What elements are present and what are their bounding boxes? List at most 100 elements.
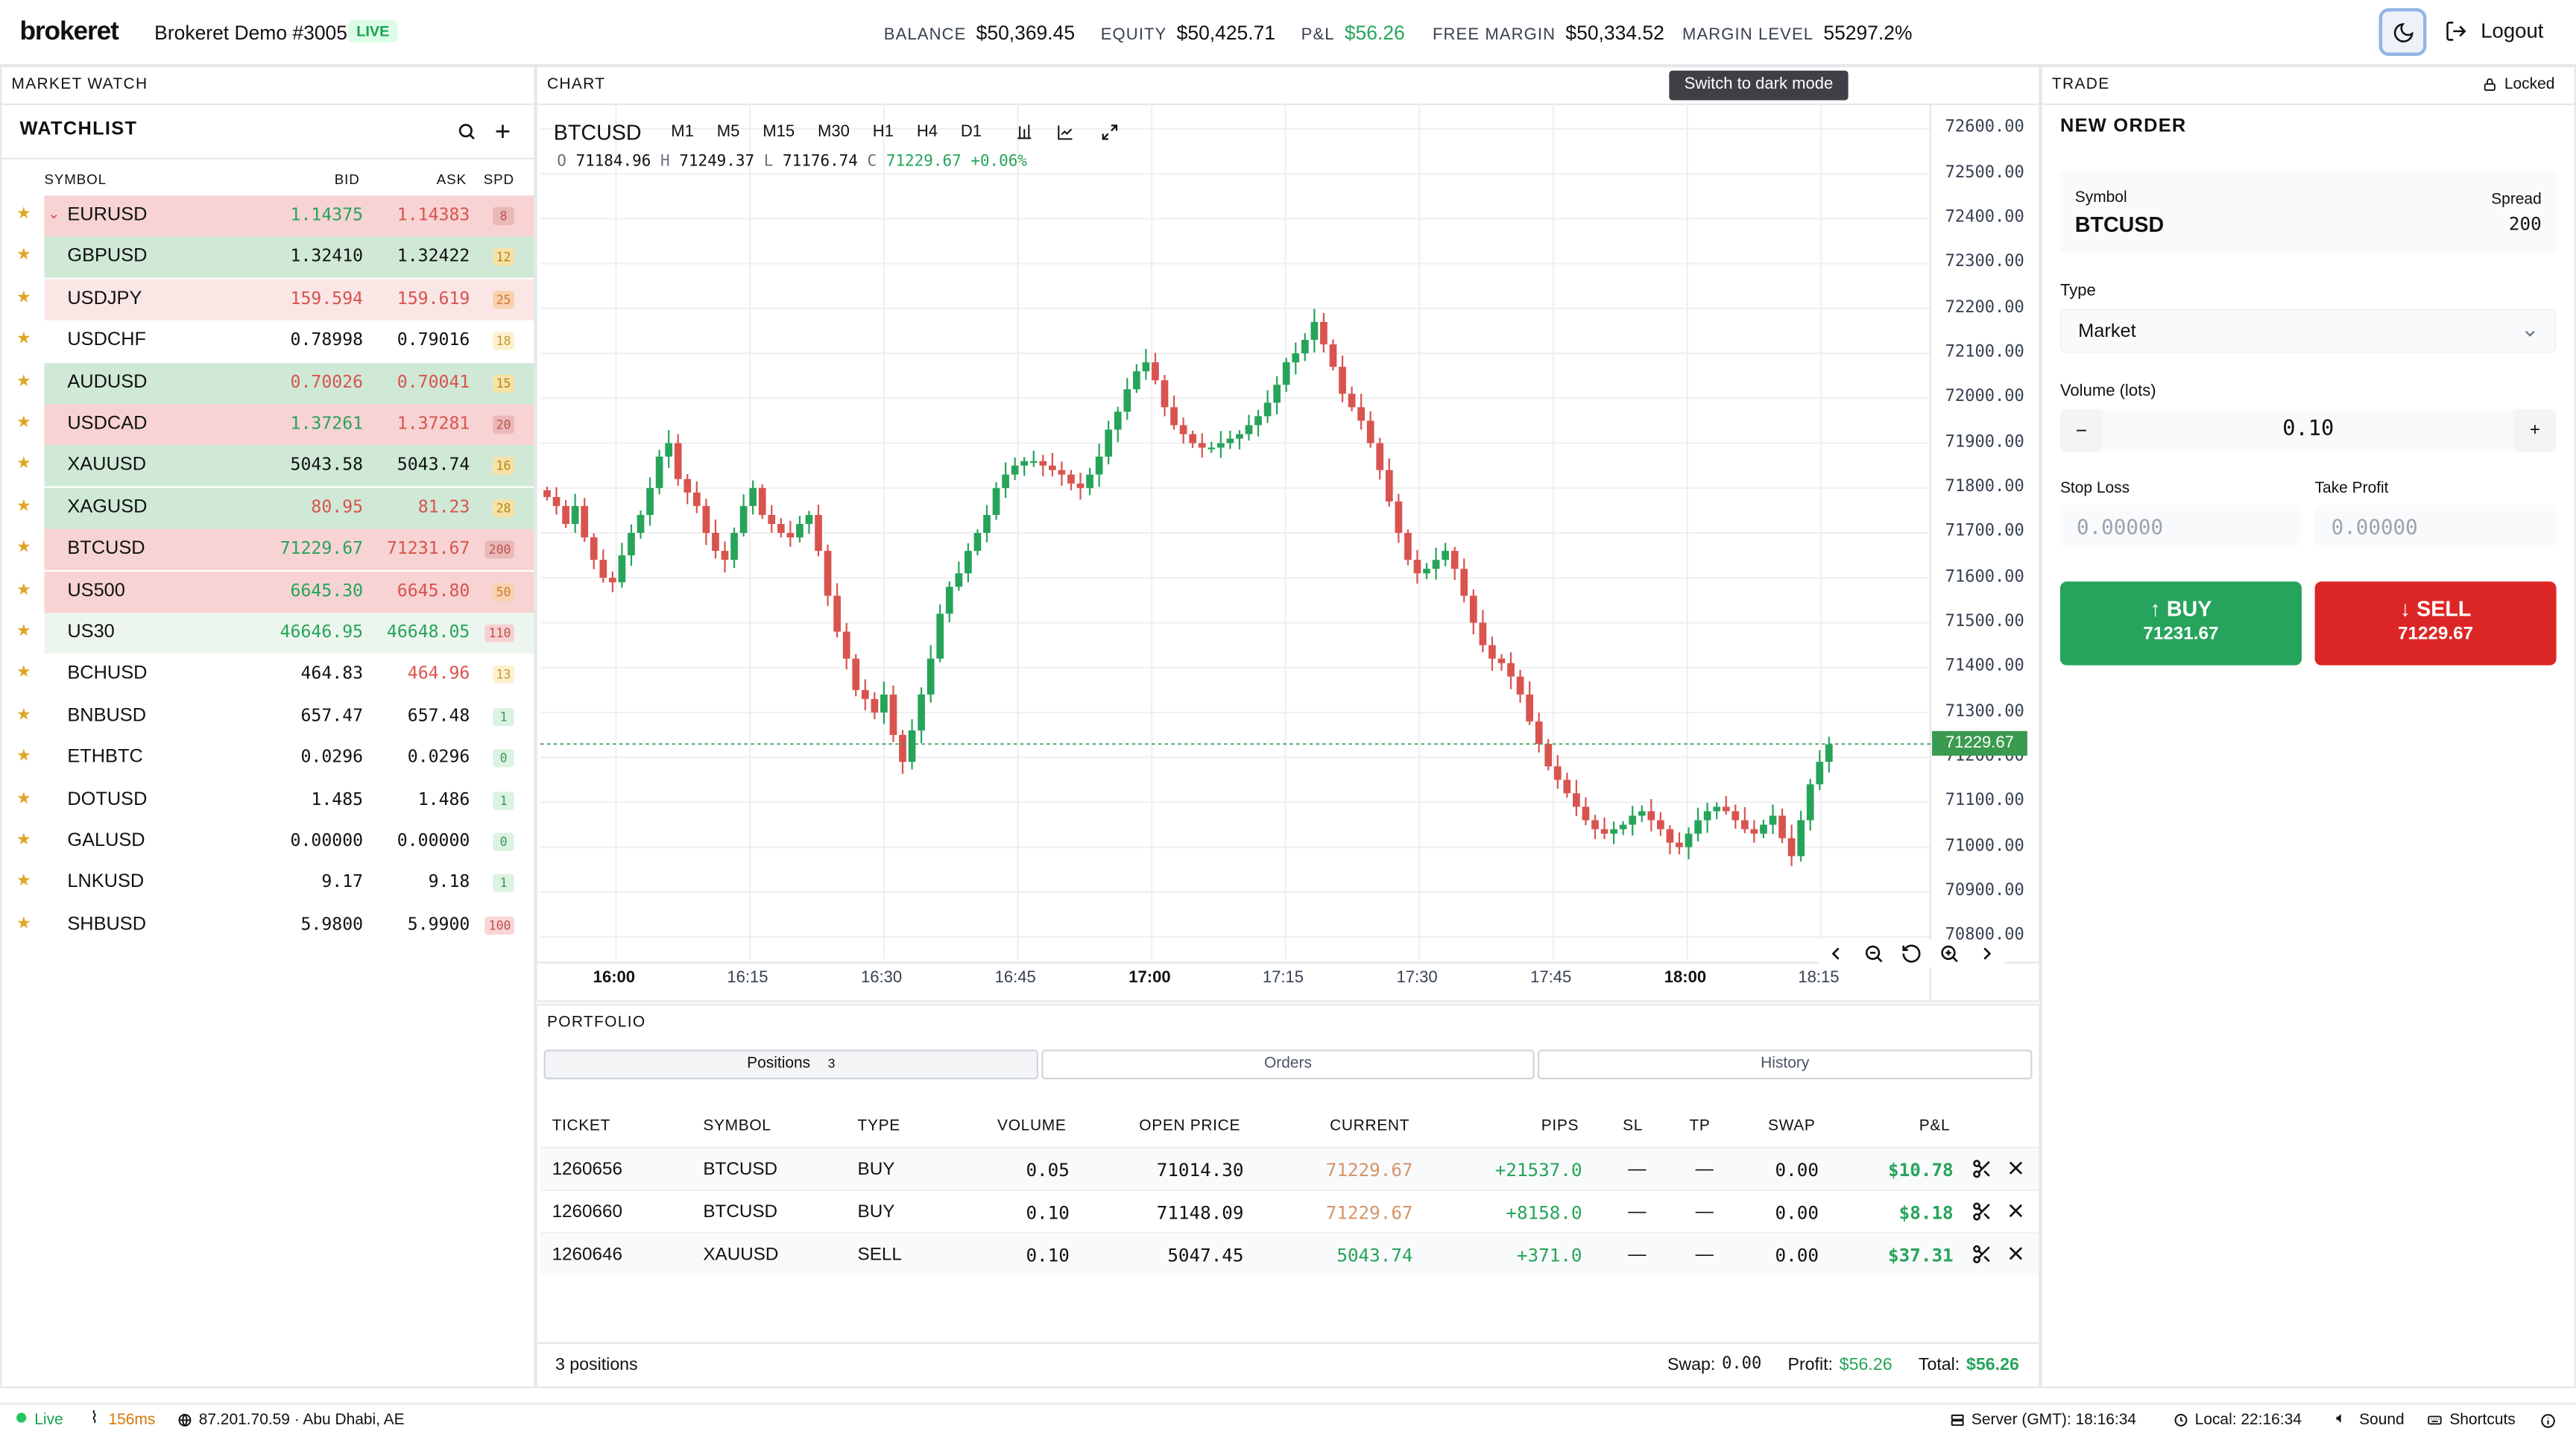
column-header[interactable]: PIPS <box>1541 1116 1579 1136</box>
col-symbol[interactable]: SYMBOL <box>44 171 107 188</box>
shortcuts-button[interactable]: Shortcuts <box>2449 1411 2516 1430</box>
column-header[interactable]: TYPE <box>857 1116 900 1136</box>
watchlist-row[interactable]: ★ AUDUSD 0.70026 0.70041 15 <box>1 362 534 404</box>
watchlist-row[interactable]: ★ US30 46646.95 46648.05 110 <box>1 613 534 654</box>
price-chart[interactable] <box>537 103 2039 1001</box>
timeframe-d1[interactable]: D1 <box>960 123 982 142</box>
column-header[interactable]: P&L <box>1919 1116 1951 1136</box>
search-icon[interactable] <box>457 121 476 141</box>
candle-body <box>908 730 916 762</box>
col-spd[interactable]: SPD <box>483 171 514 188</box>
watchlist-row[interactable]: ★ SHBUSD 5.9800 5.9900 100 <box>1 905 534 946</box>
watchlist-row[interactable]: ★ BTCUSD 71229.67 71231.67 200 <box>1 529 534 571</box>
column-header[interactable]: TP <box>1689 1116 1711 1136</box>
scissors-icon[interactable] <box>1972 1158 1993 1180</box>
chart-symbol[interactable]: BTCUSD <box>553 119 642 145</box>
column-header[interactable]: CURRENT <box>1330 1116 1410 1136</box>
favorite-star-icon[interactable]: ★ <box>16 205 31 224</box>
favorite-star-icon[interactable]: ★ <box>16 414 31 432</box>
close-position-icon[interactable] <box>2006 1201 2025 1220</box>
favorite-star-icon[interactable]: ★ <box>16 664 31 683</box>
timeframe-m30[interactable]: M30 <box>818 123 850 142</box>
chevron-down-icon[interactable]: ⌄ <box>47 205 60 222</box>
fullscreen-icon[interactable] <box>1100 123 1118 141</box>
watchlist-row[interactable]: ★ USDCAD 1.37261 1.37281 20 <box>1 404 534 446</box>
watchlist-row[interactable]: ★ BCHUSD 464.83 464.96 13 <box>1 654 534 695</box>
timeframe-m1[interactable]: M1 <box>671 123 694 142</box>
position-row[interactable]: 1260656 BTCUSD BUY 0.05 71014.30 71229.67 +215… <box>540 1146 2039 1190</box>
column-header[interactable]: SWAP <box>1767 1116 1816 1136</box>
brand-logo[interactable]: brokeret <box>19 18 119 46</box>
account-name[interactable]: Brokeret Demo #3005 <box>154 21 347 45</box>
position-row[interactable]: 1260646 XAUUSD SELL 0.10 5047.45 5043.74 +371.… <box>540 1232 2039 1275</box>
watchlist-row[interactable]: ★ ETHBTC 0.0296 0.0296 0 <box>1 738 534 779</box>
close-position-icon[interactable] <box>2006 1244 2025 1263</box>
favorite-star-icon[interactable]: ★ <box>16 539 31 558</box>
logout-button[interactable]: Logout <box>2445 19 2543 42</box>
timeframe-m5[interactable]: M5 <box>716 123 740 142</box>
theme-toggle-button[interactable] <box>2378 8 2427 56</box>
watchlist-row[interactable]: ★ US500 6645.30 6645.80 50 <box>1 571 534 613</box>
candle-type-icon[interactable] <box>1014 123 1032 141</box>
watchlist-row[interactable]: ★ GALUSD 0.00000 0.00000 0 <box>1 821 534 862</box>
favorite-star-icon[interactable]: ★ <box>16 915 31 933</box>
watchlist-row[interactable]: ★ USDCHF 0.78998 0.79016 18 <box>1 320 534 361</box>
lock-toggle[interactable]: Locked <box>2483 75 2554 94</box>
favorite-star-icon[interactable]: ★ <box>16 706 31 724</box>
watchlist-row[interactable]: ★ XAGUSD 80.95 81.23 28 <box>1 487 534 529</box>
order-type-select[interactable]: Market <box>2059 309 2557 353</box>
favorite-star-icon[interactable]: ★ <box>16 497 31 516</box>
zoom-in-icon[interactable] <box>1939 943 1960 964</box>
column-header[interactable]: OPEN PRICE <box>1139 1116 1241 1136</box>
tab-positions[interactable]: Positions 3 <box>543 1049 1038 1080</box>
column-header[interactable]: VOLUME <box>997 1116 1067 1136</box>
favorite-star-icon[interactable]: ★ <box>16 288 31 307</box>
timeframe-m15[interactable]: M15 <box>763 123 795 142</box>
favorite-star-icon[interactable]: ★ <box>16 748 31 766</box>
close-position-icon[interactable] <box>2006 1158 2025 1178</box>
column-header[interactable]: SL <box>1623 1116 1644 1136</box>
stop-loss-input[interactable]: 0.00000 <box>2059 504 2300 547</box>
sell-button[interactable]: ↓ SELL 71229.67 <box>2314 581 2557 666</box>
tab-orders[interactable]: Orders <box>1041 1049 1535 1080</box>
scissors-icon[interactable] <box>1972 1244 1993 1266</box>
watchlist-row[interactable]: ★ DOTUSD 1.485 1.486 1 <box>1 780 534 821</box>
watchlist-row[interactable]: ★ BNBUSD 657.47 657.48 1 <box>1 696 534 737</box>
volume-increment-button[interactable]: + <box>2513 408 2557 452</box>
column-header[interactable]: TICKET <box>552 1116 611 1136</box>
timeframe-h4[interactable]: H4 <box>916 123 938 142</box>
scissors-icon[interactable] <box>1972 1201 1993 1222</box>
favorite-star-icon[interactable]: ★ <box>16 247 31 265</box>
col-bid[interactable]: BID <box>334 171 360 188</box>
watchlist-row[interactable]: ★ USDJPY 159.594 159.619 25 <box>1 279 534 320</box>
line-type-icon[interactable] <box>1055 123 1073 141</box>
position-row[interactable]: 1260660 BTCUSD BUY 0.10 71148.09 71229.67 +815… <box>540 1189 2039 1233</box>
watchlist-row[interactable]: ★ LNKUSD 9.17 9.18 1 <box>1 863 534 904</box>
take-profit-input[interactable]: 0.00000 <box>2314 504 2557 547</box>
reset-view-icon[interactable] <box>1901 943 1922 964</box>
favorite-star-icon[interactable]: ★ <box>16 330 31 349</box>
sound-toggle[interactable]: Sound <box>2359 1411 2405 1430</box>
volume-decrement-button[interactable]: − <box>2059 408 2103 452</box>
favorite-star-icon[interactable]: ★ <box>16 622 31 641</box>
column-header[interactable]: SYMBOL <box>703 1116 771 1136</box>
favorite-star-icon[interactable]: ★ <box>16 873 31 891</box>
favorite-star-icon[interactable]: ★ <box>16 455 31 474</box>
tab-history[interactable]: History <box>1538 1049 2033 1080</box>
buy-button[interactable]: ↑ BUY 71231.67 <box>2059 581 2302 666</box>
add-symbol-icon[interactable] <box>493 121 512 141</box>
favorite-star-icon[interactable]: ★ <box>16 372 31 391</box>
watchlist-row[interactable]: ★ XAUUSD 5043.58 5043.74 16 <box>1 446 534 487</box>
zoom-out-icon[interactable] <box>1863 943 1884 964</box>
favorite-star-icon[interactable]: ★ <box>16 581 31 599</box>
scroll-right-icon[interactable] <box>1977 943 1998 964</box>
col-ask[interactable]: ASK <box>436 171 467 188</box>
timeframe-h1[interactable]: H1 <box>872 123 894 142</box>
watchlist-row[interactable]: ★ ⌄ EURUSD 1.14375 1.14383 8 <box>1 195 534 237</box>
favorite-star-icon[interactable]: ★ <box>16 789 31 808</box>
volume-input[interactable]: 0.10 <box>2282 417 2334 442</box>
scroll-left-icon[interactable] <box>1825 943 1847 964</box>
watchlist-row[interactable]: ★ GBPUSD 1.32410 1.32422 12 <box>1 237 534 279</box>
favorite-star-icon[interactable]: ★ <box>16 831 31 850</box>
info-icon[interactable] <box>2540 1413 2557 1430</box>
